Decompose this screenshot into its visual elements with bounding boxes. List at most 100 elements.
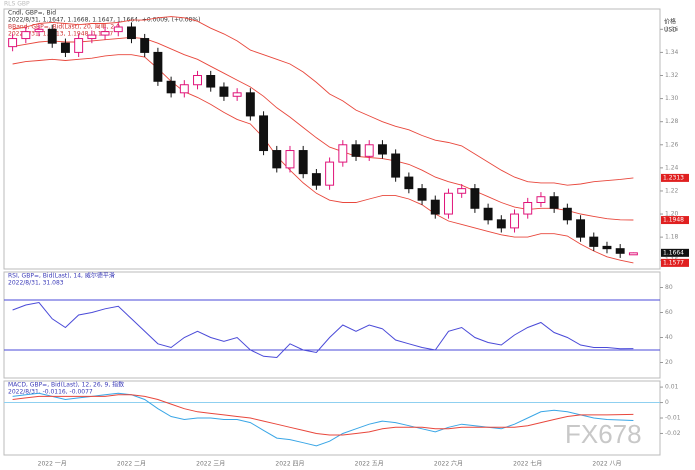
price-tag-label: 1.1664 (663, 249, 684, 256)
candle-body (510, 213, 519, 229)
candle-body (285, 150, 295, 169)
candle-body (47, 28, 57, 44)
candle-body (259, 115, 269, 152)
legend-text: Cndl, GBP=, Bid (8, 10, 56, 17)
x-tick-label: 2022 六月 (434, 460, 463, 468)
y-tick-label: 0.01 (665, 384, 679, 391)
candle-body (60, 42, 70, 53)
candle-body (377, 144, 387, 155)
legend-text: MACD, GBP=, Bid(Last), 12, 26, 9, 指数 (8, 381, 124, 389)
legend-text: 2022/8/31, 1.2313, 1.1948, 1.1577 (8, 31, 113, 38)
price-tag-label: 1.1948 (663, 217, 684, 224)
candle-body (523, 202, 533, 215)
band-line (12, 16, 634, 186)
candle-body (166, 80, 176, 94)
header: RLS GBP (4, 1, 30, 8)
candle-body (338, 144, 348, 163)
y-tick-label: 1.22 (665, 187, 679, 194)
candle-body (562, 207, 572, 221)
candle-body (311, 173, 321, 186)
y-tick-label: 1.30 (665, 95, 679, 102)
candle-body (21, 31, 31, 40)
x-tick-label: 2022 五月 (355, 461, 384, 468)
y-tick-label: 80 (665, 284, 673, 291)
candle-body (470, 188, 480, 209)
candle-body (153, 51, 163, 82)
price-tag (661, 248, 689, 257)
axis-unit: USD (664, 27, 677, 34)
y-tick-label: 1.26 (665, 141, 679, 148)
candle-body (483, 207, 493, 221)
candle-body (576, 219, 586, 238)
y-tick-label: 60 (665, 309, 673, 316)
candle-body (245, 92, 255, 117)
candle-body (549, 196, 559, 209)
y-tick-label: 1.20 (665, 211, 679, 218)
candle-body (8, 38, 18, 48)
rsi-frame (3, 271, 661, 379)
candle-body (364, 144, 374, 157)
y-tick-label: -0.01 (665, 415, 681, 422)
x-tick-label: 2022 八月 (592, 461, 621, 468)
indicator-line (12, 392, 634, 447)
candle-body (179, 84, 189, 94)
legend-text: 2022/8/31, 31.083 (8, 280, 64, 287)
y-tick-label: 1.24 (665, 164, 679, 171)
candle-body (457, 188, 467, 194)
candle-body (272, 150, 282, 169)
candle-body (34, 28, 44, 33)
price-tag-label: 1.2313 (663, 174, 684, 181)
y-tick-label: 1.36 (665, 26, 679, 33)
indicator-line (12, 301, 634, 359)
candle-body (602, 245, 612, 250)
candle-body (325, 161, 335, 186)
candle-body (206, 75, 216, 88)
legend-text: BBand, GBP=, Bid(Last), 20, 简单, 2.0 (8, 23, 120, 31)
y-tick-label: 0 (665, 399, 669, 406)
x-tick-label: 2022 四月 (275, 461, 304, 468)
watermark: FX678 (565, 419, 642, 449)
candle-body (536, 196, 546, 204)
candle-body (444, 192, 453, 215)
y-tick-label: 40 (665, 334, 673, 341)
y-tick-label: 1.28 (665, 118, 679, 125)
candle-body (113, 26, 123, 33)
axis-title: 价格 (664, 18, 676, 26)
candle-body (589, 236, 599, 247)
x-tick-label: 2022 二月 (117, 461, 146, 468)
candle-body (298, 150, 308, 175)
candle-body (100, 31, 110, 36)
y-tick-label: 1.34 (665, 49, 679, 56)
x-tick-label: 2022 七月 (513, 460, 542, 468)
legend-text: 2022/8/31, -0.0116, -0.0077 (8, 389, 93, 396)
candle-body (351, 144, 361, 157)
candle-body (615, 248, 625, 254)
candle-body (232, 92, 242, 97)
candle-body (391, 153, 401, 178)
candle-body (87, 34, 97, 40)
main-frame (3, 8, 661, 270)
candle-body (140, 38, 150, 53)
candle-body (219, 86, 229, 97)
y-tick-label: 1.32 (665, 72, 679, 79)
y-tick-label: 20 (665, 359, 673, 366)
price-tag (661, 258, 689, 267)
candle-body (496, 219, 506, 229)
candle-body (127, 26, 136, 40)
indicator-line (12, 394, 634, 436)
candle-body (417, 188, 427, 201)
candle-body (193, 75, 202, 86)
x-tick-label: 2022 一月 (38, 461, 67, 468)
y-tick-label: -0.02 (665, 430, 681, 437)
candle-body (628, 252, 638, 256)
legend-text: RSI, GBP=, Bid(Last), 14, 威尔德平滑 (8, 272, 115, 280)
x-tick-label: 2022 三月 (196, 461, 225, 468)
price-tag (661, 173, 689, 182)
candle-body (430, 199, 440, 215)
candle-body (74, 38, 84, 53)
y-tick-label: 1.18 (665, 234, 679, 241)
candle-body (404, 176, 414, 190)
band-line (12, 54, 634, 264)
